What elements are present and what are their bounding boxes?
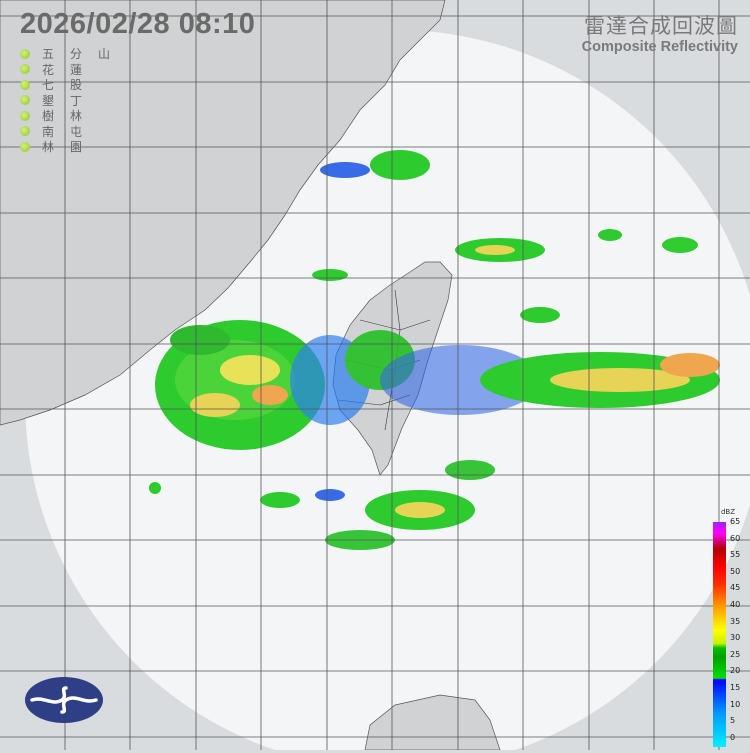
station-name: 林園 bbox=[42, 140, 99, 155]
colorbar-tick-label: 55 bbox=[730, 550, 741, 560]
station-item: 樹林 bbox=[20, 108, 126, 124]
colorbar-tick-label: 25 bbox=[730, 649, 741, 659]
luzon-north bbox=[364, 694, 501, 750]
colorbar-tick-label: 40 bbox=[730, 600, 741, 609]
reflectivity-colorbar: dBZ 65 60 55 50 45 40 35 30 25 20 15 10 5 0 bbox=[713, 508, 749, 747]
cwa-logo-icon bbox=[25, 677, 103, 723]
timestamp: 2026/02/28 08:10 bbox=[20, 8, 256, 40]
colorbar-tick-label: 35 bbox=[730, 616, 741, 626]
colorbar-tick-label: 5 bbox=[730, 716, 736, 726]
station-item: 五分山 bbox=[20, 46, 126, 62]
radar-station-list: 五分山 花蓮 七股 墾丁 樹林 南屯 林園 bbox=[20, 46, 126, 155]
station-name: 南屯 bbox=[42, 124, 99, 139]
china-coast bbox=[0, 0, 446, 426]
status-dot-icon bbox=[20, 48, 30, 59]
radar-echoes bbox=[149, 150, 720, 550]
station-item: 林園 bbox=[20, 139, 126, 155]
station-item: 七股 bbox=[20, 77, 126, 93]
station-name: 花蓮 bbox=[42, 62, 99, 77]
colorbar-unit: dBZ bbox=[720, 508, 736, 516]
colorbar-tick-label: 50 bbox=[730, 566, 741, 576]
station-item: 花蓮 bbox=[20, 62, 126, 78]
product-title: 雷達合成回波圖 Composite Reflectivity bbox=[582, 10, 738, 55]
status-dot-icon bbox=[20, 95, 30, 106]
status-dot-icon bbox=[20, 110, 30, 121]
station-name: 樹林 bbox=[42, 109, 99, 124]
land-masses bbox=[0, 0, 501, 750]
colorbar-tick-label: 15 bbox=[730, 683, 741, 692]
colorbar-tick-label: 30 bbox=[730, 633, 741, 643]
status-dot-icon bbox=[20, 79, 30, 90]
station-name: 墾丁 bbox=[42, 93, 99, 108]
station-name: 五分山 bbox=[42, 47, 127, 62]
colorbar-tick-label: 0 bbox=[730, 732, 736, 742]
colorbar-tick-label: 45 bbox=[730, 583, 741, 593]
colorbar-tick-label: 65 bbox=[730, 517, 741, 526]
station-item: 南屯 bbox=[20, 124, 126, 140]
colorbar-ticks: 65 60 55 50 45 40 35 30 25 20 15 10 5 0 bbox=[730, 518, 750, 753]
station-name: 七股 bbox=[42, 78, 99, 93]
status-dot-icon bbox=[20, 141, 30, 152]
product-title-en: Composite Reflectivity bbox=[581, 39, 738, 55]
colorbar-gradient bbox=[713, 522, 726, 747]
colorbar-tick-label: 10 bbox=[730, 699, 741, 709]
status-dot-icon bbox=[20, 126, 30, 137]
colorbar-tick-label: 20 bbox=[730, 666, 741, 676]
product-title-zh: 雷達合成回波圖 bbox=[584, 14, 738, 38]
station-item: 墾丁 bbox=[20, 93, 126, 109]
status-dot-icon bbox=[20, 64, 30, 75]
colorbar-tick-label: 60 bbox=[730, 533, 741, 543]
